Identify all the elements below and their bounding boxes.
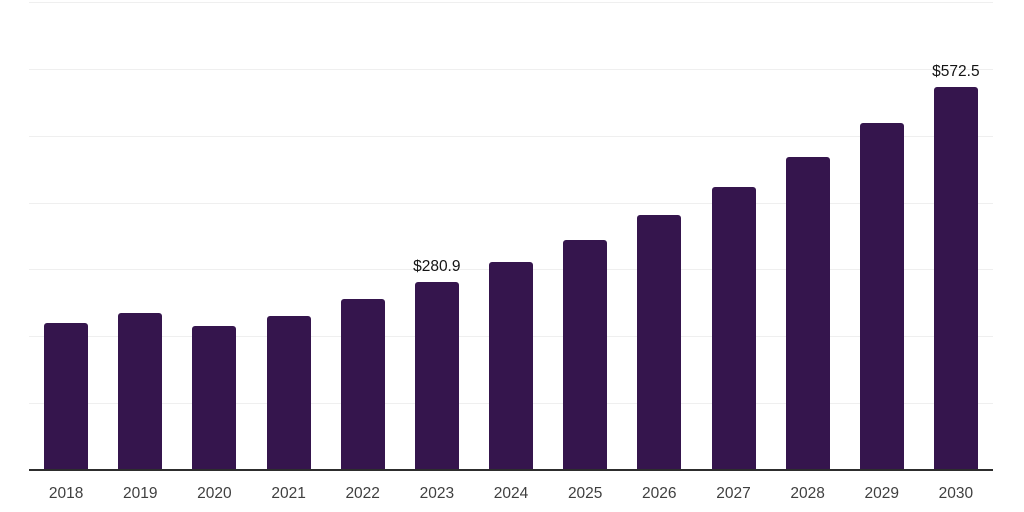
bar-2018 bbox=[44, 322, 89, 470]
bar-2025 bbox=[563, 240, 608, 470]
x-tick-label-2021: 2021 bbox=[271, 485, 306, 502]
bar-2019 bbox=[118, 312, 163, 470]
x-tick-label-2022: 2022 bbox=[345, 485, 380, 502]
x-tick-label-2027: 2027 bbox=[716, 485, 751, 502]
x-tick-label-2020: 2020 bbox=[197, 485, 232, 502]
bar-2027 bbox=[711, 187, 756, 470]
x-tick-label-2029: 2029 bbox=[864, 485, 900, 502]
x-tick-label-2019: 2019 bbox=[123, 485, 158, 502]
bar-2022 bbox=[340, 298, 385, 470]
gridline bbox=[29, 202, 993, 204]
x-axis-line bbox=[29, 469, 993, 471]
bar-2024 bbox=[489, 262, 533, 470]
bar-2029 bbox=[859, 123, 904, 470]
bar-2030 bbox=[933, 87, 978, 470]
gridline bbox=[29, 68, 993, 70]
x-tick-label-2030: 2030 bbox=[938, 485, 974, 502]
x-tick-label-2026: 2026 bbox=[642, 485, 677, 502]
bar-2020 bbox=[192, 326, 237, 470]
gridline bbox=[29, 2, 993, 3]
bar-2023 bbox=[414, 282, 459, 470]
gridline bbox=[29, 135, 993, 137]
x-tick-label-2028: 2028 bbox=[790, 485, 825, 502]
bar-2026 bbox=[637, 215, 682, 470]
bar-value-label-2030: $572.5 bbox=[932, 63, 980, 81]
bar-2028 bbox=[785, 157, 830, 470]
x-tick-label-2025: 2025 bbox=[567, 485, 603, 502]
bar-value-label-2023: $280.9 bbox=[413, 258, 461, 276]
x-tick-label-2018: 2018 bbox=[48, 485, 84, 502]
x-tick-label-2023: 2023 bbox=[419, 485, 455, 502]
x-tick-label-2024: 2024 bbox=[493, 485, 529, 502]
bar-2021 bbox=[266, 316, 311, 470]
